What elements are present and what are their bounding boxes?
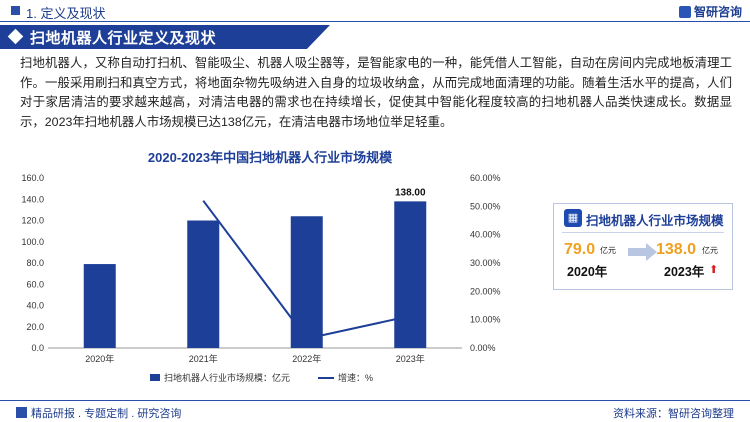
source-note: 资料来源：智研咨询整理 xyxy=(613,408,734,420)
legend-swatch-bar xyxy=(150,374,160,381)
y-right-tick-label: 20.00% xyxy=(470,286,501,296)
x-tick-label: 2020年 xyxy=(85,353,114,364)
top-bar: 1. 定义及现状 智研咨询 xyxy=(0,0,750,22)
market-size-card: ▦ 扫地机器人行业市场规模 79.0 亿元 2020年 138.0 亿元 202… xyxy=(553,203,733,290)
legend-label-line: 增速：% xyxy=(338,372,373,383)
footer-divider xyxy=(0,400,750,401)
bar xyxy=(394,201,427,348)
y-left-tick-label: 40.0 xyxy=(26,301,44,311)
card-title: 扫地机器人行业市场规模 xyxy=(586,214,724,228)
bar xyxy=(83,264,116,348)
up-arrow-icon: ⬆ xyxy=(709,264,719,276)
y-left-tick-label: 120.0 xyxy=(21,216,44,226)
y-right-tick-label: 50.00% xyxy=(470,201,501,211)
legend-label-bar: 扫地机器人行业市场规模：亿元 xyxy=(164,372,290,383)
brand-logo[interactable]: 智研咨询 xyxy=(678,3,742,20)
y-left-tick-label: 0.0 xyxy=(31,343,44,353)
from-year: 2020年 xyxy=(567,265,608,279)
section-marker-icon xyxy=(11,6,20,15)
y-left-tick-label: 60.0 xyxy=(26,279,44,289)
card-header: ▦ 扫地机器人行业市场规模 xyxy=(554,208,732,230)
intro-paragraph: 扫地机器人，又称自动打扫机、智能吸尘、机器人吸尘器等，是智能家电的一种，能凭借人… xyxy=(20,56,732,129)
breadcrumb[interactable]: 1. 定义及现状 xyxy=(26,6,106,21)
y-left-tick-label: 20.0 xyxy=(26,322,44,332)
top-divider xyxy=(0,21,750,22)
bar xyxy=(290,216,323,348)
brand-logo-icon xyxy=(678,6,691,18)
card-divider xyxy=(562,232,724,233)
brand-logo-text: 智研咨询 xyxy=(693,5,742,19)
footer-tagline-text: 精品研报 . 专题定制 . 研究咨询 xyxy=(31,408,182,420)
from-value: 79.0 xyxy=(564,241,596,258)
y-right-tick-label: 40.00% xyxy=(470,230,501,240)
to-unit: 亿元 xyxy=(702,246,718,255)
x-tick-label: 2023年 xyxy=(396,353,425,364)
y-right-tick-label: 10.00% xyxy=(470,315,501,325)
x-tick-label: 2021年 xyxy=(189,353,218,364)
y-left-tick-label: 160.0 xyxy=(21,173,44,183)
chart-icon: ▦ xyxy=(564,209,582,227)
footer-tagline: 精品研报 . 专题定制 . 研究咨询 xyxy=(16,405,181,421)
page-title: 扫地机器人行业定义及现状 xyxy=(30,30,217,47)
y-left-tick-label: 140.0 xyxy=(21,194,44,204)
x-tick-label: 2022年 xyxy=(292,353,321,364)
footer-marker-icon xyxy=(16,407,27,418)
y-right-tick-label: 30.00% xyxy=(470,258,501,268)
growth-line xyxy=(202,200,411,340)
section-banner: 扫地机器人行业定义及现状 xyxy=(0,25,330,49)
from-unit: 亿元 xyxy=(600,246,616,255)
to-year: 2023年 xyxy=(664,265,705,279)
y-left-tick-label: 80.0 xyxy=(26,258,44,268)
growth-arrow-icon xyxy=(628,243,657,261)
market-size-chart: 2020-2023年中国扫地机器人行业市场规模 0.0 20.0 40.0 60.0 80… xyxy=(21,150,501,383)
y-left-tick-label: 100.0 xyxy=(21,237,44,247)
y-right-tick-label: 0.00% xyxy=(470,343,496,353)
to-value: 138.0 xyxy=(656,241,697,258)
y-right-tick-label: 60.00% xyxy=(470,173,501,183)
diamond-icon xyxy=(7,28,24,45)
bar xyxy=(187,220,220,348)
data-label: 138.00 xyxy=(395,187,426,198)
chart-title: 2020-2023年中国扫地机器人行业市场规模 xyxy=(148,150,393,165)
